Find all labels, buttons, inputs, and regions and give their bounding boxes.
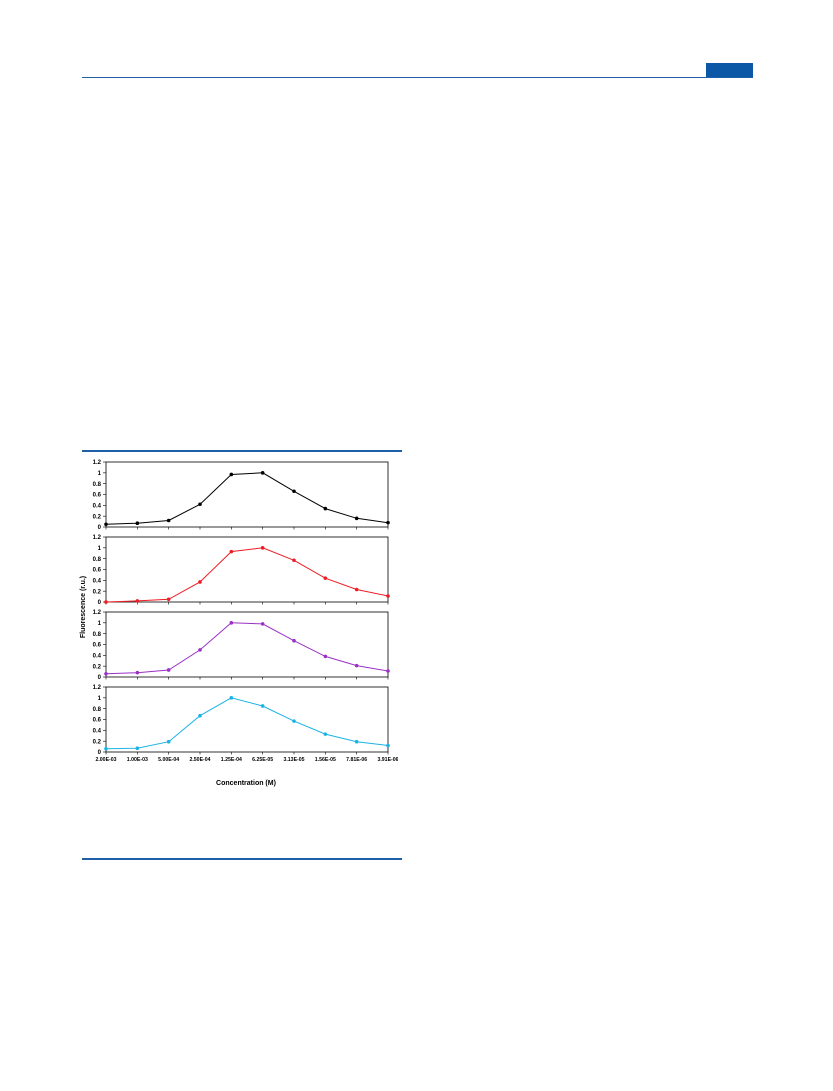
data-point <box>260 471 265 475</box>
data-point <box>104 671 108 676</box>
data-point <box>198 713 202 718</box>
x-tick-label: 1.56E-05 <box>315 757 336 763</box>
y-tick-label: 0 <box>98 675 102 681</box>
data-point <box>104 522 108 527</box>
data-point <box>166 597 171 602</box>
panel-frame <box>105 686 389 753</box>
y-tick-label: 1.2 <box>93 460 102 466</box>
y-tick-label: 0.2 <box>93 589 102 595</box>
x-axis-label: Concentration (M) <box>216 780 276 787</box>
y-tick-label: 0.4 <box>93 654 102 660</box>
data-point <box>354 739 359 744</box>
y-tick-label: 0 <box>98 600 102 606</box>
y-tick-label: 0.6 <box>93 643 102 649</box>
y-tick-label: 1 <box>98 471 102 477</box>
panel-2: 0 0.2 0.4 0.6 0.8 1 1.2 <box>93 535 390 606</box>
y-tick-label: 1 <box>98 546 102 552</box>
data-point <box>166 739 171 744</box>
x-tick-labels: 2.00E-03 1.00E-03 5.00E-04 2.50E-04 1.25E-04… <box>95 757 398 763</box>
data-point <box>292 489 296 494</box>
data-point <box>292 638 296 643</box>
data-point <box>386 743 390 748</box>
data-point <box>135 521 140 526</box>
panel-3: 0 0.2 0.4 0.6 0.8 1 1.2 <box>93 610 390 681</box>
y-tick-label: 0.2 <box>93 664 102 670</box>
y-tick-label: 1 <box>98 621 102 627</box>
y-tick-label: 0.6 <box>93 568 102 574</box>
data-point <box>323 654 328 659</box>
data-point <box>323 732 328 736</box>
series-line-3 <box>105 622 389 675</box>
data-point <box>229 549 234 554</box>
page-number-tab <box>706 63 753 77</box>
y-tick-label: 0.8 <box>93 557 102 563</box>
y-tick-label: 1.2 <box>93 685 102 691</box>
y-tick-label: 1 <box>98 696 102 702</box>
x-tick-label: 2.00E-03 <box>95 757 116 763</box>
data-point <box>386 669 390 673</box>
y-tick-label: 0.4 <box>93 504 102 510</box>
stacked-line-chart: 0 0.2 0.4 0.6 0.8 1 1.2 0 0.2 0.4 0.6 0.8 1 1.2 0 0.2 0.… <box>80 460 399 787</box>
y-tick-label: 0.8 <box>93 707 102 713</box>
data-point <box>386 594 390 598</box>
y-tick-label: 0.8 <box>93 632 102 638</box>
series-line-2 <box>105 547 389 603</box>
panel-4: 0 0.2 0.4 0.6 0.8 1 1.2 <box>93 685 390 756</box>
data-point <box>229 621 234 625</box>
data-point <box>292 558 296 563</box>
x-tick-label: 1.25E-04 <box>221 757 242 763</box>
data-point <box>323 506 328 511</box>
data-point <box>386 520 390 525</box>
y-tick-label: 0.4 <box>93 729 102 735</box>
y-tick-label: 0.6 <box>93 493 102 499</box>
data-point <box>135 746 140 751</box>
panel-frame <box>105 611 389 678</box>
data-point <box>198 648 202 652</box>
figure-top-rule <box>82 450 402 452</box>
fluorescence-figure: 0 0.2 0.4 0.6 0.8 1 1.2 0 0.2 0.4 0.6 0.8 1 1.2 0 0.2 0.… <box>78 452 399 797</box>
data-point <box>135 599 140 603</box>
x-tick-label: 6.25E-05 <box>252 757 273 763</box>
y-tick-label: 0.6 <box>93 718 102 724</box>
y-tick-label: 0.8 <box>93 482 102 488</box>
data-point <box>104 600 108 604</box>
y-tick-label: 1.2 <box>93 610 102 616</box>
data-point <box>229 472 234 477</box>
data-point <box>198 502 202 507</box>
y-tick-label: 0 <box>98 750 102 756</box>
data-point <box>104 746 108 751</box>
series-line-1 <box>105 472 389 525</box>
y-tick-label: 0.2 <box>93 739 102 745</box>
data-point <box>354 516 359 521</box>
panel-frame <box>105 461 389 528</box>
x-tick-label: 2.50E-04 <box>189 757 210 763</box>
x-tick-label: 5.00E-04 <box>158 757 179 763</box>
x-tick-label: 3.91E-06 <box>377 757 398 763</box>
y-tick-label: 0.2 <box>93 514 102 520</box>
data-point <box>229 696 234 700</box>
data-point <box>260 704 265 708</box>
data-point <box>166 668 171 672</box>
data-point <box>198 580 202 584</box>
data-point <box>135 670 140 675</box>
x-tick-label: 3.13E-05 <box>283 757 304 763</box>
panel-frame <box>105 536 389 603</box>
y-tick-label: 0 <box>98 525 102 531</box>
data-point <box>292 719 296 723</box>
x-tick-label: 7.81E-06 <box>346 757 367 763</box>
y-tick-label: 1.2 <box>93 535 102 541</box>
y-tick-label: 0.4 <box>93 579 102 585</box>
data-point <box>166 518 171 523</box>
y-axis-label: Fluorescence (r.u.) <box>80 576 87 638</box>
panel-1: 0 0.2 0.4 0.6 0.8 1 1.2 <box>93 460 390 531</box>
header-rule <box>82 77 753 78</box>
series-line-4 <box>105 697 389 750</box>
figure-bottom-rule <box>82 858 402 860</box>
data-point <box>354 663 359 668</box>
data-point <box>260 622 265 626</box>
data-point <box>323 576 328 580</box>
data-point <box>260 546 265 550</box>
data-point <box>354 587 359 592</box>
x-tick-label: 1.00E-03 <box>127 757 148 763</box>
